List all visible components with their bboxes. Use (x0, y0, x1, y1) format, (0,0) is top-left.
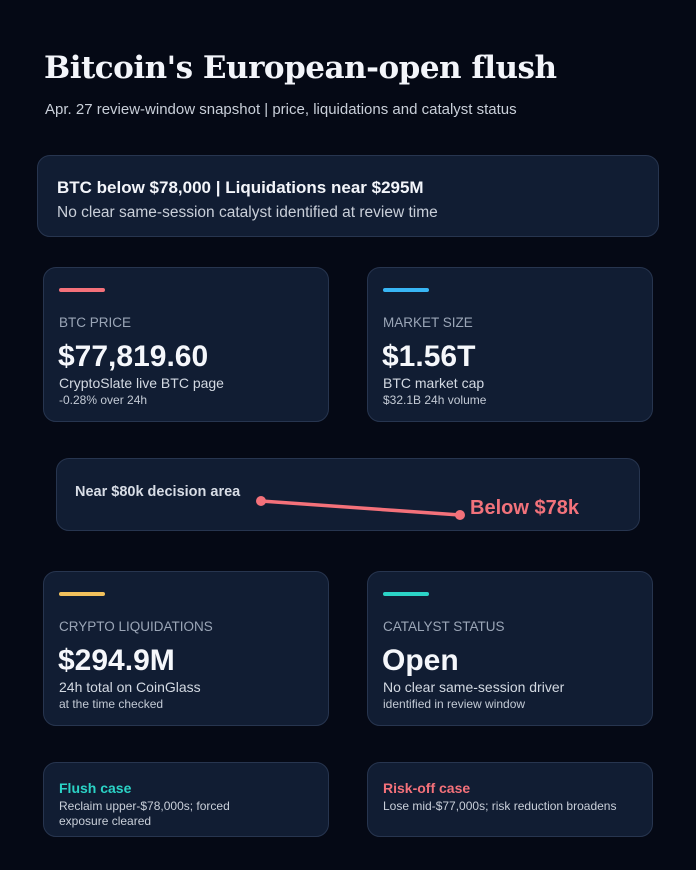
card-label: BTC PRICE (59, 315, 132, 330)
case-title: Flush case (59, 780, 132, 796)
card-note: -0.28% over 24h (59, 393, 148, 407)
card-label: CATALYST STATUS (383, 619, 505, 634)
accent-bar (383, 288, 429, 292)
price-move-line-graphic (256, 496, 465, 520)
card-btc-price: BTC PRICE $77,819.60 CryptoSlate live BT… (43, 267, 329, 422)
card-value: $77,819.60 (58, 340, 209, 373)
end-label: Below $78k (470, 497, 579, 519)
card-note: at the time checked (59, 697, 164, 711)
flush-case-panel: Flush case Reclaim upper-$78,000s; force… (43, 762, 329, 837)
card-value: $1.56T (382, 340, 476, 373)
summary-detail: No clear same-session catalyst identifie… (57, 204, 438, 221)
card-value: Open (382, 644, 459, 677)
page-subtitle: Apr. 27 review-window snapshot | price, … (45, 101, 517, 118)
summary-panel: BTC below $78,000 | Liquidations near $2… (37, 155, 659, 237)
accent-bar (59, 592, 105, 596)
start-label: Near $80k decision area (75, 484, 241, 500)
card-liquidations: CRYPTO LIQUIDATIONS $294.9M 24h total on… (43, 571, 329, 726)
accent-bar (59, 288, 105, 292)
card-note: $32.1B 24h volume (383, 393, 487, 407)
summary-headline: BTC below $78,000 | Liquidations near $2… (57, 178, 424, 197)
start-point (256, 496, 266, 506)
accent-bar (383, 592, 429, 596)
price-move-panel: Near $80k decision area Below $78k (56, 458, 640, 531)
price-move-line (259, 499, 462, 517)
case-text: Reclaim upper-$78,000s; forced exposure … (59, 799, 230, 828)
risk-off-case-panel: Risk-off case Lose mid-$77,000s; risk re… (367, 762, 653, 837)
card-source: BTC market cap (383, 375, 485, 391)
card-catalyst-status: CATALYST STATUS Open No clear same-sessi… (367, 571, 653, 726)
card-source: CryptoSlate live BTC page (59, 375, 224, 391)
card-label: MARKET SIZE (383, 315, 473, 330)
page-title: Bitcoin's European-open flush (44, 50, 557, 86)
end-point (455, 510, 465, 520)
card-label: CRYPTO LIQUIDATIONS (59, 619, 213, 634)
card-value: $294.9M (58, 644, 175, 677)
card-market-size: MARKET SIZE $1.56T BTC market cap $32.1B… (367, 267, 653, 422)
card-source: No clear same-session driver (383, 679, 565, 695)
card-note: identified in review window (383, 697, 526, 711)
card-source: 24h total on CoinGlass (59, 679, 201, 695)
case-title: Risk-off case (383, 780, 471, 796)
case-text: Lose mid-$77,000s; risk reduction broade… (383, 799, 617, 813)
